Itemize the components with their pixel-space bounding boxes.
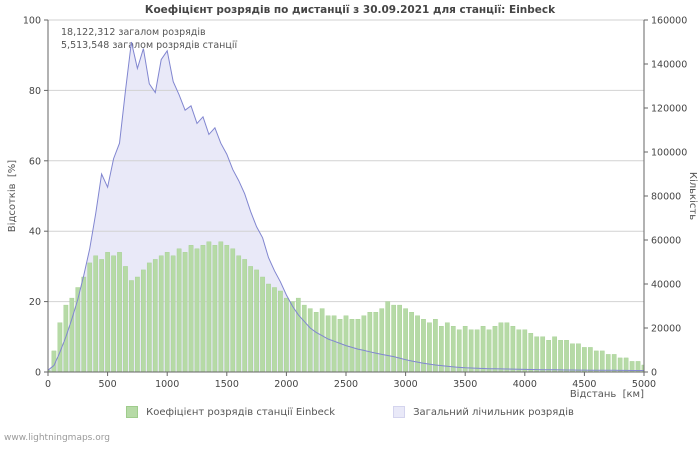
svg-text:160000: 160000: [651, 16, 687, 27]
svg-text:60000: 60000: [651, 236, 681, 247]
svg-text:20: 20: [29, 297, 41, 308]
total-strokes-line: [47, 41, 644, 371]
svg-text:5000: 5000: [632, 379, 656, 390]
svg-text:100000: 100000: [651, 148, 687, 159]
svg-text:80000: 80000: [651, 192, 681, 203]
svg-text:2500: 2500: [334, 379, 358, 390]
watermark: www.lightningmaps.org: [4, 433, 110, 443]
x-axis-label: Відстань [км]: [569, 389, 644, 400]
legend-item-total-counter: Загальний лічильник розрядів: [393, 406, 574, 418]
legend: Коефіцієнт розрядів станції Einbeck Зага…: [0, 406, 700, 418]
svg-text:0: 0: [651, 368, 657, 379]
svg-text:40000: 40000: [651, 280, 681, 291]
chart-plot: 0 500 1000 1500 2000 2500 3000 3500 4000 4500 5000…: [23, 16, 687, 391]
left-axis-label: Відсотків [%]: [7, 159, 18, 233]
tick-labels: 0 500 1000 1500 2000 2500 3000 3500 4000 4500 5000…: [23, 16, 687, 391]
grid: [48, 19, 644, 303]
svg-text:1500: 1500: [215, 379, 239, 390]
svg-text:120000: 120000: [651, 104, 687, 115]
legend-label-total-counter: Загальний лічильник розрядів: [413, 406, 574, 418]
svg-text:1000: 1000: [155, 379, 179, 390]
legend-label-station-ratio: Коефіцієнт розрядів станції Einbeck: [146, 406, 336, 418]
right-axis-label: Кількість: [687, 171, 698, 221]
legend-item-station-ratio: Коефіцієнт розрядів станції Einbeck: [126, 406, 335, 418]
svg-text:60: 60: [29, 156, 41, 167]
svg-text:3000: 3000: [394, 379, 418, 390]
svg-text:4000: 4000: [513, 379, 537, 390]
svg-text:40: 40: [29, 227, 41, 238]
total-strokes-annotation: 18,122,312 загалом розрядів: [61, 27, 206, 38]
svg-text:0: 0: [45, 379, 51, 390]
svg-text:20000: 20000: [651, 324, 681, 335]
svg-text:4500: 4500: [572, 379, 596, 390]
station-strokes-annotation: 5,513,548 загалом розрядів станції: [61, 40, 238, 51]
svg-text:80: 80: [29, 86, 41, 97]
legend-swatch-total-counter: [393, 406, 406, 418]
svg-text:0: 0: [35, 368, 41, 379]
legend-swatch-station-ratio: [126, 406, 139, 418]
chart-title: Коефіцієнт розрядів по дистанції з 30.09…: [144, 4, 556, 16]
svg-text:100: 100: [23, 16, 41, 27]
svg-text:140000: 140000: [651, 60, 687, 71]
svg-text:3500: 3500: [453, 379, 477, 390]
svg-text:500: 500: [99, 379, 117, 390]
svg-text:2000: 2000: [274, 379, 298, 390]
